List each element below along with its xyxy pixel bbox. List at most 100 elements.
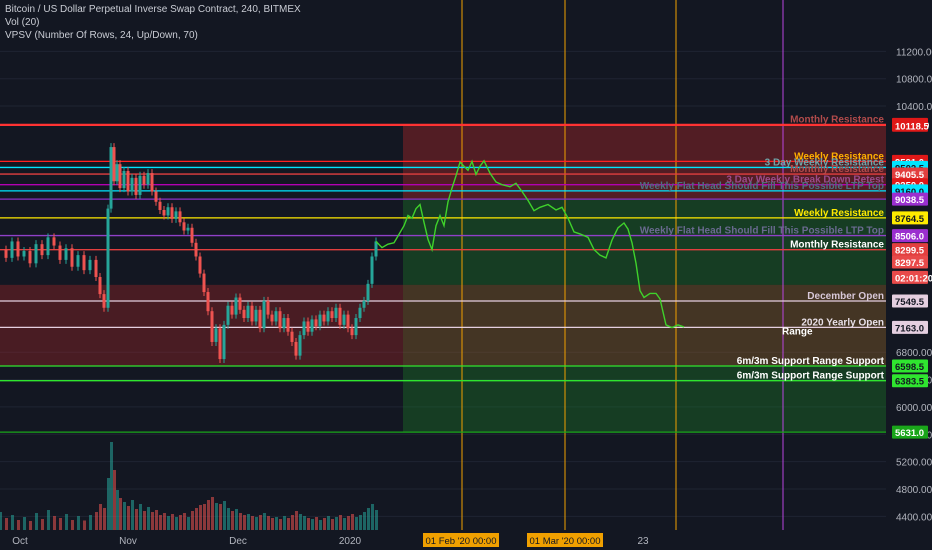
volume-bar xyxy=(11,515,14,530)
candle-body xyxy=(302,321,306,336)
volume-bar xyxy=(331,519,334,530)
volume-bar xyxy=(251,516,254,530)
level-label: Weekly Resistance xyxy=(794,151,884,162)
price-badge xyxy=(892,255,928,269)
volume-bar xyxy=(287,518,290,530)
candle-body xyxy=(4,249,8,258)
volume-bar xyxy=(41,519,44,530)
price-badge-label: 9038.5 xyxy=(895,195,925,206)
volume-bar xyxy=(139,504,142,530)
volume-bar xyxy=(59,518,62,530)
candle-body xyxy=(34,244,38,264)
volume-bar xyxy=(303,516,306,530)
candle-body xyxy=(286,318,290,332)
price-badge-label: 7163.0 xyxy=(895,323,924,334)
price-badge xyxy=(892,320,928,334)
volume-bar xyxy=(211,497,214,530)
date-marker-badge xyxy=(527,533,603,547)
candle-body xyxy=(16,241,20,257)
volume-bar xyxy=(191,511,194,530)
candle-body xyxy=(46,237,50,256)
volume-bar xyxy=(175,517,178,530)
candle-body xyxy=(278,311,282,329)
price-badge xyxy=(892,118,928,132)
candle-body xyxy=(266,300,270,315)
level-label: Monthly Resistance xyxy=(790,164,884,175)
volume-bar xyxy=(367,508,370,530)
candle-body xyxy=(118,164,122,189)
candle-body xyxy=(342,314,346,325)
volume-bar xyxy=(243,515,246,530)
candle-body xyxy=(250,305,254,322)
volume-bar xyxy=(179,515,182,530)
candle-body xyxy=(218,328,222,360)
candle-body xyxy=(162,209,166,216)
volume-bar xyxy=(187,517,190,530)
date-marker-label: 01 Feb '20 00:00 xyxy=(425,536,496,547)
volume-bar xyxy=(351,514,354,530)
volume-bar xyxy=(219,504,222,530)
volume-bar xyxy=(275,517,278,530)
volume-bar xyxy=(339,515,342,530)
candle-body xyxy=(134,177,138,195)
projection-line xyxy=(375,159,685,329)
volume-indicator-label[interactable]: Vol (20) xyxy=(5,17,40,28)
time-tick-label: Nov xyxy=(119,536,137,547)
candle-body xyxy=(234,297,238,315)
date-marker-label: 01 Mar '20 00:00 xyxy=(530,536,601,547)
candle-body xyxy=(94,259,98,277)
candle-body xyxy=(374,241,378,257)
price-tick-label: 6000.00 xyxy=(896,403,932,414)
candle-body xyxy=(52,237,56,246)
candle-body xyxy=(326,311,330,322)
candle-body xyxy=(64,248,68,260)
volume-bar xyxy=(359,515,362,530)
price-axis[interactable]: 4400.004800.005200.005600.006000.006400.… xyxy=(888,0,932,550)
zone-history xyxy=(0,284,403,366)
chart-title[interactable]: Bitcoin / US Dollar Perpetual Inverse Sw… xyxy=(5,4,301,15)
volume-bar xyxy=(53,516,56,530)
candle-body xyxy=(242,309,246,319)
price-series-layer xyxy=(4,143,378,364)
range-label: Range xyxy=(782,326,813,337)
time-tick-label: Oct xyxy=(12,536,28,547)
price-badge xyxy=(892,425,928,439)
volume-bar xyxy=(347,516,350,530)
price-grid xyxy=(0,50,886,517)
volume-bar xyxy=(47,510,50,530)
date-marker-badge xyxy=(423,533,499,547)
time-tick-label: 2020 xyxy=(339,536,362,547)
level-label: Weekly Flat Head Should Fill This Possib… xyxy=(640,181,884,192)
price-badge-label: 6383.5 xyxy=(895,377,925,388)
volume-bar xyxy=(123,502,126,530)
volume-bar xyxy=(319,520,322,530)
candle-body xyxy=(330,311,334,319)
price-tick-label: 5200.00 xyxy=(896,458,932,469)
price-badge-label: 7549.5 xyxy=(895,297,925,308)
candle-body xyxy=(370,256,374,284)
volume-bar xyxy=(155,510,158,530)
volume-bar xyxy=(363,512,366,530)
volume-bar xyxy=(307,518,310,530)
time-axis[interactable]: Oct Nov Dec 2020 23 01 Feb '20 00:00 01 Mar '2… xyxy=(0,531,932,550)
candle-body xyxy=(109,147,113,209)
level-label: 6m/3m Support Range Support xyxy=(737,371,885,382)
candle-body xyxy=(138,175,142,195)
candle-body xyxy=(22,251,26,257)
volume-bar xyxy=(291,515,294,530)
volume-bar xyxy=(147,507,150,530)
candle-body xyxy=(142,175,146,185)
candle-body xyxy=(166,207,170,216)
volume-bar xyxy=(103,508,106,530)
price-tick-label: 10400.00 xyxy=(896,102,932,113)
candle-body xyxy=(182,222,186,231)
price-tick-label: 10800.00 xyxy=(896,75,932,86)
price-badge xyxy=(892,359,928,373)
volume-bar xyxy=(5,518,8,530)
vpsv-indicator-label[interactable]: VPSV (Number Of Rows, 24, Up/Down, 70) xyxy=(5,30,198,41)
price-badge xyxy=(892,167,928,181)
candle-body xyxy=(198,256,202,274)
volume-bar xyxy=(279,519,282,530)
candle-body xyxy=(28,251,32,264)
candle-body xyxy=(76,255,80,267)
